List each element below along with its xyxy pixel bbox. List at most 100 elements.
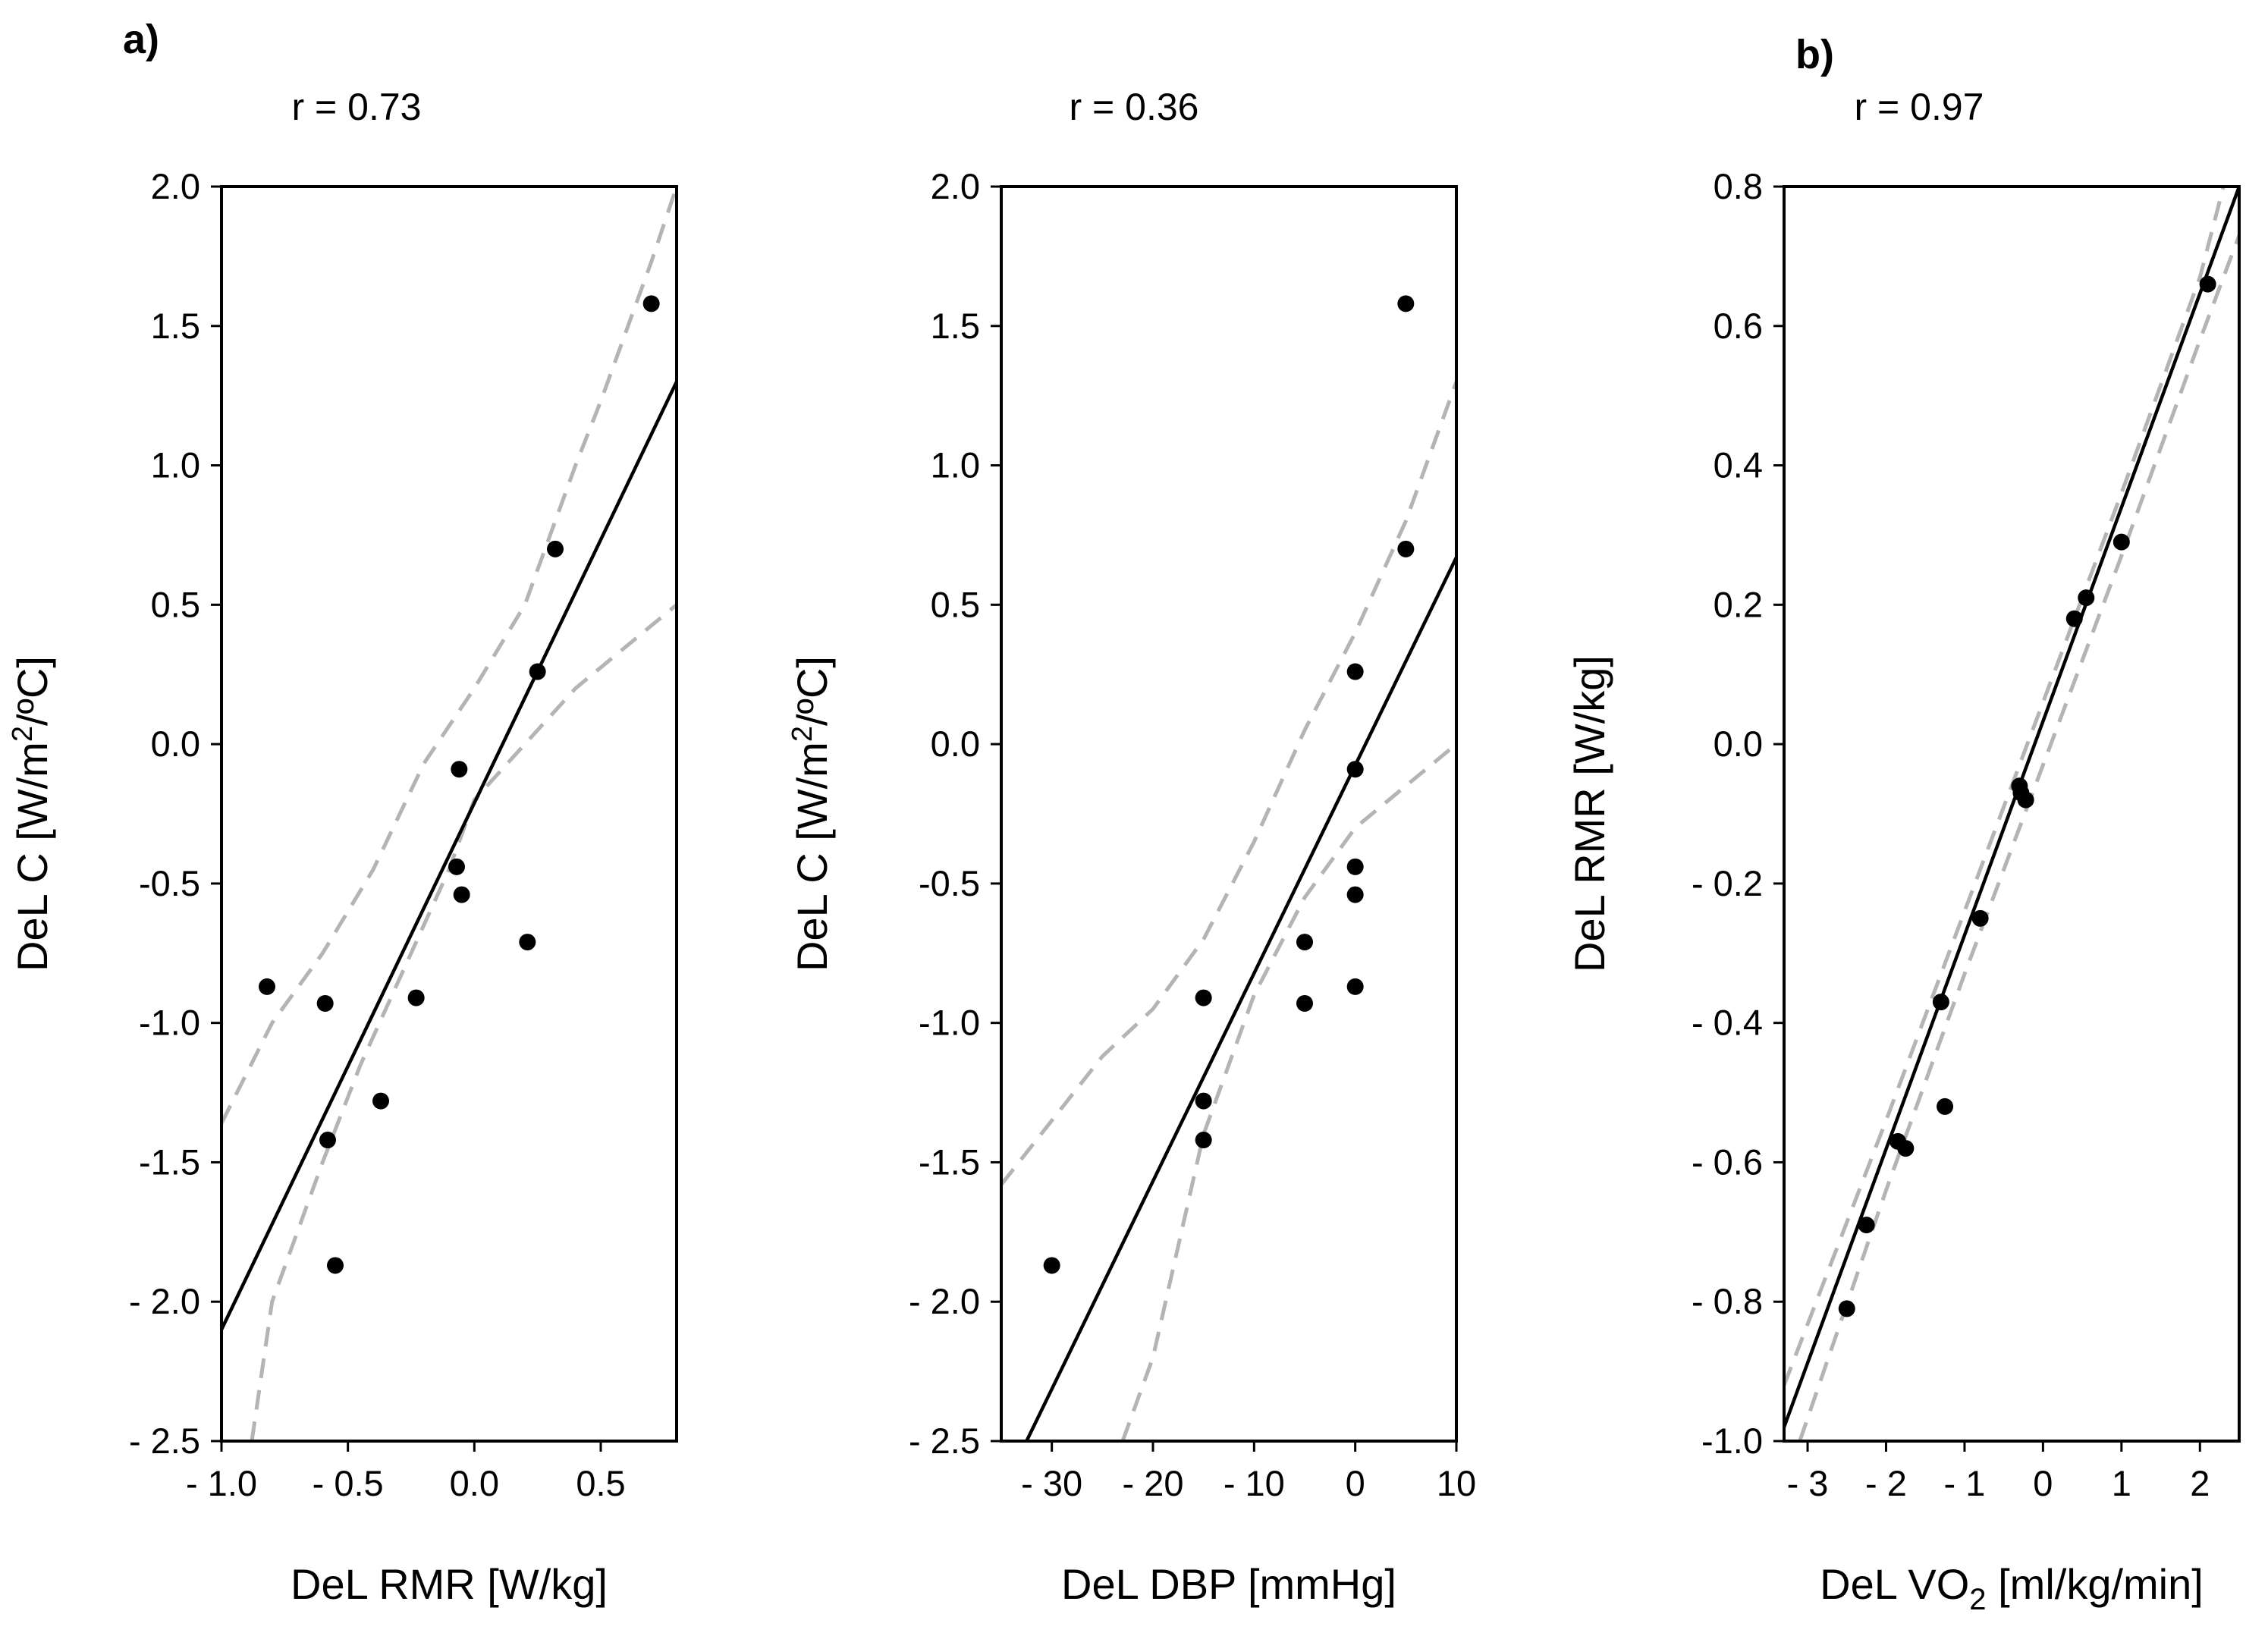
- y-tick-label: 1.0: [151, 445, 200, 485]
- chart-panel-vo2-vs-rmr: r = 0.97 -1.0 - 0.8 - 0.6 - 0.4 - 0.2 0.0 0.2 0.…: [1566, 86, 2241, 1616]
- y-tick-label: -0.5: [139, 863, 200, 903]
- confidence-band-lower: [1798, 234, 2239, 1441]
- data-point: [407, 989, 425, 1006]
- y-tick-label: 0.6: [1714, 306, 1763, 346]
- y-tick-label: 1.5: [151, 306, 200, 346]
- data-point: [259, 978, 275, 995]
- regression-line: [1784, 187, 2239, 1428]
- data-point: [1838, 1300, 1855, 1317]
- data-point: [327, 1257, 344, 1274]
- x-tick-label: 1: [2112, 1463, 2131, 1503]
- confidence-band-lower: [1120, 743, 1456, 1441]
- y-tick-label: - 0.8: [1692, 1281, 1763, 1321]
- data-point: [451, 761, 468, 778]
- correlation-label: r = 0.97: [1855, 86, 1984, 128]
- regression-line: [221, 381, 677, 1330]
- data-point: [1397, 540, 1415, 557]
- data-point: [1195, 989, 1212, 1006]
- data-point: [2199, 275, 2216, 293]
- x-tick-label: 10: [1437, 1463, 1476, 1503]
- data-point: [1397, 295, 1415, 312]
- y-tick-label: -1.0: [919, 1003, 980, 1043]
- y-tick-label: - 2.0: [129, 1281, 200, 1321]
- data-point: [1346, 761, 1364, 778]
- x-tick-label: - 30: [1021, 1463, 1082, 1503]
- x-tick-label: 0: [2033, 1463, 2053, 1503]
- data-point: [448, 858, 465, 875]
- plot-area: [1001, 295, 1456, 1441]
- data-point: [1195, 1132, 1212, 1149]
- data-point: [519, 934, 536, 951]
- panel-label-b: b): [1795, 32, 1834, 77]
- data-point: [319, 1132, 336, 1149]
- chart-panel-rmr-vs-c: r = 0.73 - 2.5 - 2.0 -1.5 -1.0 -0.5 0.0 0.5 1.0 1…: [7, 86, 678, 1608]
- y-tick-label: 0.0: [931, 724, 980, 764]
- data-point: [1346, 978, 1364, 995]
- y-tick-label: -1.0: [139, 1003, 200, 1043]
- data-point: [1897, 1140, 1915, 1157]
- y-tick-label: -0.5: [919, 863, 980, 903]
- panel-label-a: a): [123, 17, 159, 62]
- y-axis-title: DeL C [W/m2/ºC]: [7, 656, 56, 972]
- y-tick-label: 2.0: [931, 166, 980, 206]
- data-point: [1937, 1097, 1954, 1115]
- regression-line: [1025, 556, 1456, 1441]
- data-point: [1346, 886, 1364, 903]
- y-tick-label: 0.5: [151, 584, 200, 624]
- data-point: [1858, 1217, 1875, 1234]
- y-tick-label: - 0.6: [1692, 1141, 1763, 1182]
- data-point: [1932, 994, 1949, 1011]
- data-point: [1346, 858, 1364, 875]
- data-point: [372, 1092, 389, 1110]
- x-tick-label: 0.5: [576, 1463, 625, 1503]
- x-tick-label: - 1.0: [186, 1463, 257, 1503]
- data-point: [1195, 1092, 1212, 1110]
- y-tick-label: 1.5: [931, 306, 980, 346]
- chart-panel-dbp-vs-c: r = 0.36 - 2.5 - 2.0 -1.5 -1.0 -0.5 0.0 0.5 1.0 1…: [787, 86, 1476, 1608]
- x-tick-label: 0.0: [450, 1463, 499, 1503]
- data-point: [316, 994, 334, 1012]
- y-axis-title: DeL C [W/m2/ºC]: [787, 656, 836, 972]
- data-point: [1296, 994, 1313, 1012]
- y-tick-label: 0.2: [1714, 584, 1763, 624]
- data-point: [642, 295, 660, 312]
- plot-frame: [1000, 185, 1458, 1443]
- x-tick-label: - 2: [1865, 1463, 1907, 1503]
- y-tick-label: - 0.4: [1692, 1003, 1763, 1043]
- y-axis-title: DeL RMR [W/kg]: [1566, 655, 1613, 972]
- y-tick-label: -1.5: [139, 1141, 200, 1182]
- data-point: [2078, 589, 2095, 607]
- data-point: [1043, 1257, 1060, 1274]
- data-point: [1971, 909, 1989, 927]
- data-point: [529, 663, 546, 680]
- data-point: [2017, 791, 2034, 809]
- x-axis-title: DeL VO2 [ml/kg/min]: [1820, 1560, 2204, 1616]
- plot-frame: [1783, 185, 2241, 1443]
- data-point: [2113, 533, 2130, 551]
- data-point: [547, 540, 564, 557]
- data-point: [453, 886, 470, 903]
- y-tick-label: - 2.5: [129, 1421, 200, 1461]
- confidence-band-upper: [221, 187, 677, 1125]
- y-tick-label: - 2.0: [909, 1281, 980, 1321]
- data-point: [1346, 663, 1364, 680]
- y-tick-label: -1.5: [919, 1141, 980, 1182]
- y-tick-label: 0.8: [1714, 166, 1763, 206]
- y-tick-label: 1.0: [931, 445, 980, 485]
- x-axis-title: DeL DBP [mmHg]: [1061, 1560, 1396, 1608]
- plot-area: [221, 187, 677, 1441]
- data-point: [1296, 934, 1313, 951]
- y-tick-label: -1.0: [1701, 1421, 1763, 1461]
- plot-area: [1784, 187, 2239, 1441]
- x-axis-title: DeL RMR [W/kg]: [291, 1560, 608, 1608]
- x-tick-label: - 0.5: [313, 1463, 384, 1503]
- x-tick-label: 2: [2190, 1463, 2210, 1503]
- confidence-band-upper: [1784, 187, 2226, 1386]
- x-tick-label: - 20: [1123, 1463, 1184, 1503]
- y-tick-label: - 2.5: [909, 1421, 980, 1461]
- y-tick-label: 0.0: [1714, 724, 1763, 764]
- y-tick-label: 2.0: [151, 166, 200, 206]
- x-tick-label: - 1: [1944, 1463, 1986, 1503]
- y-tick-label: 0.5: [931, 584, 980, 624]
